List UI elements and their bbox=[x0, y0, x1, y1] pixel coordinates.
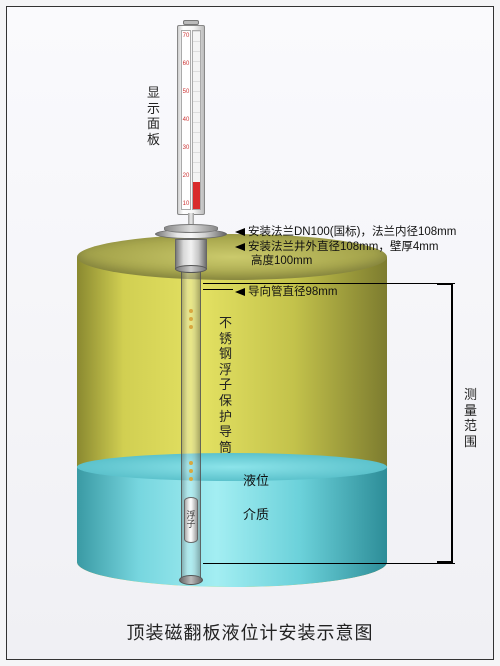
label-protect-tube: 不锈钢浮子保护导筒 bbox=[219, 315, 232, 455]
range-bracket bbox=[441, 283, 453, 563]
liquid-surface bbox=[77, 453, 387, 481]
flap bbox=[193, 182, 200, 191]
arrow-left-icon bbox=[235, 288, 245, 296]
flap bbox=[193, 71, 200, 81]
flap bbox=[193, 122, 200, 132]
tank-liquid bbox=[77, 467, 387, 587]
mounting-flange bbox=[155, 229, 227, 239]
flap bbox=[193, 31, 200, 41]
flap bbox=[193, 91, 200, 101]
scale-tick: 30 bbox=[183, 145, 190, 151]
label-range: 测量范围 bbox=[464, 387, 477, 449]
range-top-line bbox=[203, 283, 455, 284]
flap bbox=[193, 61, 200, 71]
arrow-left-icon bbox=[235, 228, 245, 236]
label-liquid-level: 液位 bbox=[243, 470, 269, 489]
flap bbox=[193, 101, 200, 111]
tube-dots-lower bbox=[189, 457, 194, 485]
arrow-left-icon bbox=[235, 243, 245, 251]
label-guide-tube: 导向管直径98mm bbox=[235, 283, 337, 299]
flap bbox=[193, 112, 200, 122]
label-flange: 安装法兰DN100(国标)，法兰内径108mm bbox=[235, 223, 456, 239]
label-medium: 介质 bbox=[243, 504, 269, 523]
label-display-panel: 显示面板 bbox=[147, 85, 160, 147]
scale-tick: 20 bbox=[183, 173, 190, 179]
scale-tick: 40 bbox=[183, 117, 190, 123]
flap bbox=[193, 191, 200, 200]
float: 浮子 bbox=[184, 497, 198, 543]
float-label: 浮子 bbox=[185, 511, 197, 529]
tube-bottom-cap bbox=[179, 575, 203, 585]
flap bbox=[193, 132, 200, 142]
flap bbox=[193, 162, 200, 172]
scale-tick: 70 bbox=[183, 33, 190, 39]
flap bbox=[193, 200, 200, 209]
tube-dots-upper bbox=[189, 305, 194, 333]
flap bbox=[193, 81, 200, 91]
label-well-height: 高度100mm bbox=[251, 252, 312, 268]
flap bbox=[193, 142, 200, 152]
panel-cap-icon bbox=[183, 20, 199, 25]
range-bottom-line bbox=[203, 563, 455, 564]
flap bbox=[193, 152, 200, 162]
leader-line bbox=[203, 289, 233, 290]
scale-tick: 60 bbox=[183, 61, 190, 67]
diagram-title: 顶装磁翻板液位计安装示意图 bbox=[7, 619, 493, 645]
scale-tick: 50 bbox=[183, 89, 190, 95]
flap bbox=[193, 41, 200, 51]
diagram-frame: 70 60 50 40 30 20 10 浮子 显示面板 安装法兰DN100(国标)，法兰内… bbox=[6, 6, 494, 660]
flap bbox=[193, 51, 200, 61]
flap bbox=[193, 172, 200, 182]
flange-well-base bbox=[175, 265, 207, 273]
scale-tick: 10 bbox=[183, 201, 190, 207]
panel-flaps bbox=[192, 30, 201, 210]
panel-scale: 70 60 50 40 30 20 10 bbox=[181, 30, 191, 210]
display-panel: 70 60 50 40 30 20 10 bbox=[177, 25, 205, 215]
